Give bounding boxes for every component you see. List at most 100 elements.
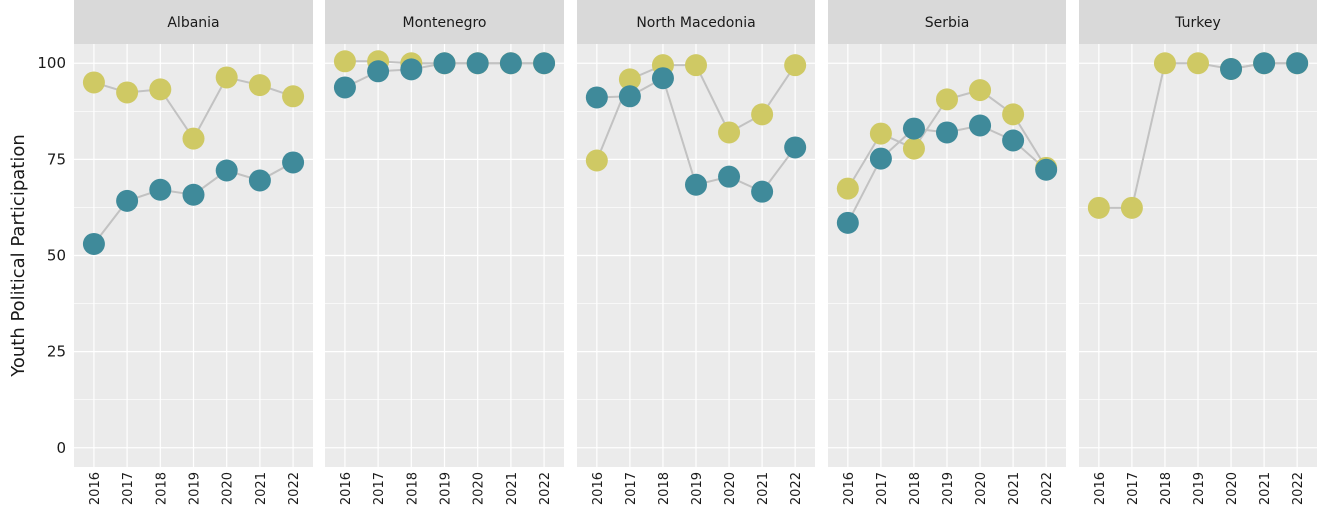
point: [1253, 52, 1276, 75]
point: [333, 76, 356, 99]
point: [1153, 52, 1176, 75]
x-tick-label: 2022: [1291, 472, 1306, 505]
strip-title: Turkey: [1174, 15, 1221, 31]
point: [751, 103, 774, 126]
point: [215, 159, 238, 182]
x-tick-label: 2017: [875, 472, 890, 505]
strip-title: North Macedonia: [636, 15, 755, 31]
strip: [74, 0, 313, 44]
strip: [577, 0, 815, 44]
x-tick-label: 2020: [723, 472, 738, 505]
point: [784, 54, 807, 77]
point: [282, 85, 305, 108]
x-tick-label: 2020: [472, 472, 487, 505]
x-tick-label: 2019: [941, 472, 956, 505]
point: [116, 81, 139, 104]
x-tick-label: 2020: [221, 472, 236, 505]
x-tick-label: 2021: [254, 472, 269, 505]
point: [936, 88, 958, 111]
point: [651, 67, 674, 90]
point: [836, 177, 859, 200]
point: [82, 232, 105, 255]
strip: [828, 0, 1066, 44]
x-tick-label: 2021: [1007, 472, 1022, 505]
point: [248, 74, 271, 97]
y-axis-title: Youth Political Participation: [8, 134, 29, 378]
point: [618, 68, 641, 91]
x-tick-label: 2018: [657, 472, 672, 505]
point: [869, 147, 892, 170]
x-tick-label: 2016: [339, 472, 354, 505]
point: [182, 127, 205, 150]
point: [215, 66, 238, 89]
x-tick-label: 2022: [538, 472, 553, 505]
x-tick-label: 2017: [624, 472, 639, 505]
x-tick-label: 2016: [88, 472, 103, 505]
x-tick-label: 2019: [1192, 472, 1207, 505]
x-tick-label: 2016: [591, 472, 606, 505]
point: [751, 180, 774, 203]
point: [533, 52, 556, 75]
x-tick-label: 2016: [842, 472, 857, 505]
x-tick-label: 2019: [690, 472, 705, 505]
point: [1002, 129, 1025, 152]
point: [902, 137, 925, 160]
y-tick-label: 100: [37, 54, 66, 72]
point: [149, 178, 172, 201]
strip-title: Albania: [167, 15, 219, 31]
point: [149, 78, 172, 101]
point: [1035, 158, 1058, 181]
x-tick-label: 2020: [1225, 472, 1240, 505]
x-tick-label: 2017: [121, 472, 136, 505]
point: [1087, 196, 1110, 219]
x-tick-label: 2018: [908, 472, 923, 505]
point: [685, 173, 707, 196]
point: [585, 86, 608, 109]
x-tick-label: 2022: [287, 472, 302, 505]
x-tick-label: 2022: [1040, 472, 1055, 505]
x-tick-label: 2022: [789, 472, 804, 505]
y-tick-label: 75: [47, 150, 66, 168]
point: [902, 117, 925, 140]
strip-title: Montenegro: [402, 15, 486, 31]
strip-title: Serbia: [925, 15, 970, 31]
x-tick-label: 2021: [1258, 472, 1273, 505]
point: [969, 114, 992, 137]
x-tick-label: 2018: [1159, 472, 1174, 505]
point: [499, 52, 522, 75]
x-tick-label: 2020: [974, 472, 989, 505]
point: [182, 183, 205, 206]
y-tick-label: 0: [56, 439, 66, 457]
point: [685, 54, 707, 77]
x-tick-label: 2019: [188, 472, 203, 505]
point: [248, 169, 271, 192]
x-tick-label: 2021: [505, 472, 520, 505]
point: [936, 121, 958, 144]
point: [784, 136, 807, 159]
point: [433, 52, 456, 75]
point: [116, 189, 139, 212]
point: [969, 79, 992, 102]
point: [82, 71, 105, 94]
x-tick-label: 2017: [372, 472, 387, 505]
point: [718, 165, 741, 188]
point: [333, 50, 356, 73]
point: [367, 60, 390, 83]
point: [585, 149, 608, 172]
x-tick-label: 2017: [1126, 472, 1141, 505]
point: [869, 122, 892, 145]
point: [836, 211, 859, 234]
point: [1286, 52, 1309, 75]
point: [1002, 103, 1025, 126]
x-tick-label: 2019: [439, 472, 454, 505]
point: [1187, 52, 1209, 75]
y-tick-label: 50: [47, 247, 66, 265]
point: [1220, 57, 1243, 80]
x-tick-label: 2018: [405, 472, 420, 505]
x-tick-label: 2016: [1093, 472, 1108, 505]
point: [400, 58, 423, 81]
strip: [325, 0, 564, 44]
point: [1120, 196, 1143, 219]
